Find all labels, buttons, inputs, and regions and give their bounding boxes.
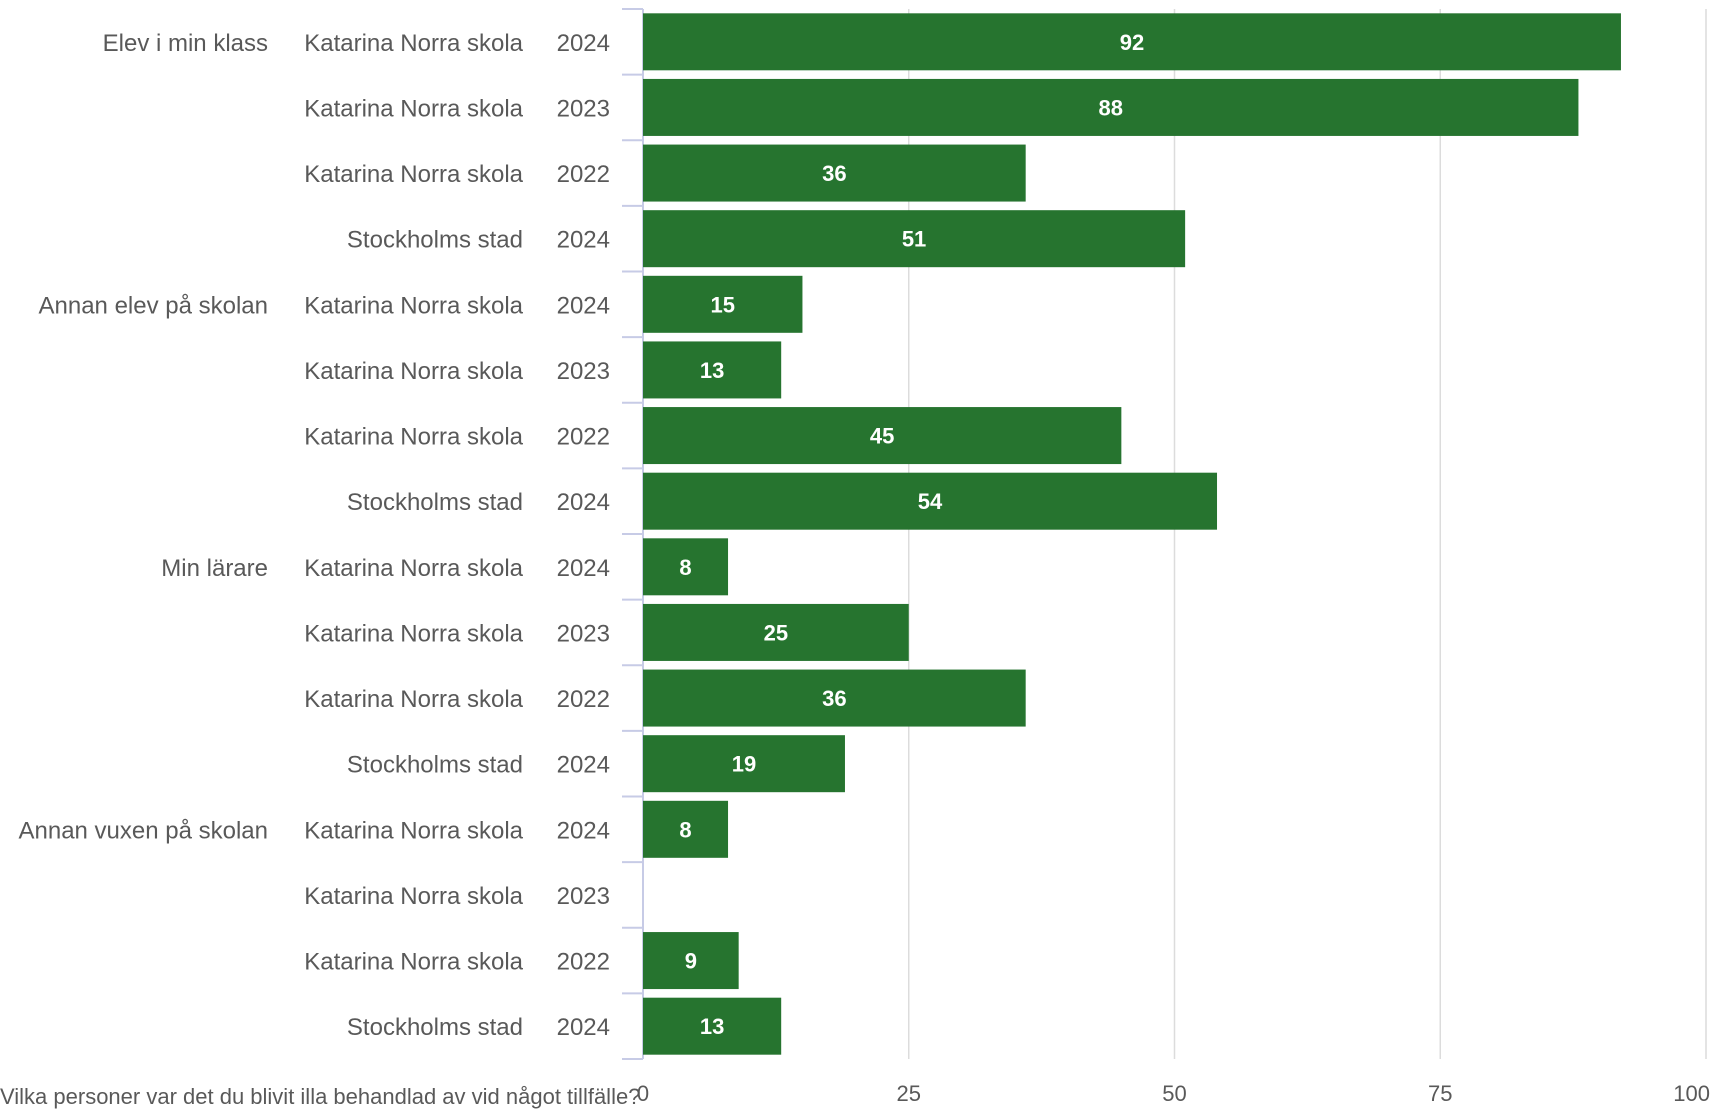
year-label: 2022 bbox=[557, 686, 610, 713]
data-label: 88 bbox=[1098, 95, 1122, 120]
data-label: 8 bbox=[679, 817, 691, 842]
year-label: 2023 bbox=[557, 620, 610, 647]
year-label: 2024 bbox=[557, 555, 610, 582]
bar bbox=[643, 932, 739, 990]
data-label: 15 bbox=[710, 292, 734, 317]
data-label: 92 bbox=[1120, 30, 1144, 55]
bar bbox=[643, 472, 1218, 530]
bar bbox=[643, 997, 782, 1055]
year-label: 2023 bbox=[557, 883, 610, 910]
bar bbox=[643, 13, 1621, 71]
gridlines bbox=[908, 9, 1707, 1059]
x-tick-label: 75 bbox=[1428, 1081, 1452, 1101]
year-label: 2024 bbox=[557, 292, 610, 319]
data-label: 19 bbox=[732, 752, 756, 777]
unit-label: Stockholms stad bbox=[347, 489, 523, 516]
data-label: 13 bbox=[700, 1014, 724, 1039]
data-label: 36 bbox=[822, 686, 846, 711]
year-label: 2022 bbox=[557, 161, 610, 188]
unit-label: Katarina Norra skola bbox=[304, 883, 523, 910]
group-label: Elev i min klass bbox=[103, 30, 268, 57]
data-label: 36 bbox=[822, 161, 846, 186]
data-label: 9 bbox=[685, 949, 697, 974]
unit-label: Katarina Norra skola bbox=[304, 95, 523, 122]
unit-label: Katarina Norra skola bbox=[304, 161, 523, 188]
bar bbox=[643, 538, 729, 596]
bar bbox=[643, 669, 1026, 727]
bar bbox=[643, 603, 909, 661]
bar bbox=[643, 144, 1026, 202]
bar bbox=[643, 735, 845, 793]
data-label: 51 bbox=[902, 227, 926, 252]
bar bbox=[643, 800, 729, 858]
bar bbox=[643, 78, 1579, 136]
year-label: 2024 bbox=[557, 227, 610, 254]
unit-label: Stockholms stad bbox=[347, 227, 523, 254]
data-label: 54 bbox=[918, 489, 943, 514]
unit-label: Katarina Norra skola bbox=[304, 30, 523, 57]
x-tick-label: 50 bbox=[1162, 1081, 1186, 1101]
year-label: 2024 bbox=[557, 30, 610, 57]
x-axis-ticks: 0 25 50 75 100 bbox=[637, 1081, 1710, 1101]
x-tick-label: 25 bbox=[897, 1081, 921, 1101]
year-label: 2022 bbox=[557, 949, 610, 976]
unit-label: Katarina Norra skola bbox=[304, 424, 523, 451]
data-label: 8 bbox=[679, 555, 691, 580]
unit-label: Katarina Norra skola bbox=[304, 292, 523, 319]
bar bbox=[643, 407, 1122, 465]
footnote: Vilka personer var det du blivit illa be… bbox=[0, 1084, 641, 1109]
year-label: 2024 bbox=[557, 752, 610, 779]
year-label: 2022 bbox=[557, 424, 610, 451]
bars: 92 88 36 51 15 13 45 54 8 25 36 19 8 9 13 bbox=[643, 13, 1621, 1055]
year-label: 2024 bbox=[557, 817, 610, 844]
x-tick-label: 0 bbox=[637, 1081, 649, 1101]
data-label: 25 bbox=[764, 620, 788, 645]
unit-label: Stockholms stad bbox=[347, 752, 523, 779]
x-tick-label: 100 bbox=[1673, 1081, 1710, 1101]
unit-label: Katarina Norra skola bbox=[304, 817, 523, 844]
unit-label: Katarina Norra skola bbox=[304, 555, 523, 582]
data-label: 45 bbox=[870, 424, 894, 449]
bar bbox=[643, 210, 1186, 268]
unit-label: Stockholms stad bbox=[347, 1014, 523, 1041]
data-label: 13 bbox=[700, 358, 724, 383]
year-label: 2023 bbox=[557, 95, 610, 122]
group-label: Min lärare bbox=[161, 555, 268, 582]
unit-label: Katarina Norra skola bbox=[304, 358, 523, 385]
category-labels: 2024 Katarina Norra skola Elev i min klass… bbox=[18, 30, 610, 1041]
unit-label: Katarina Norra skola bbox=[304, 620, 523, 647]
year-label: 2023 bbox=[557, 358, 610, 385]
year-label: 2024 bbox=[557, 489, 610, 516]
group-label: Annan vuxen på skolan bbox=[18, 817, 268, 844]
unit-label: Katarina Norra skola bbox=[304, 686, 523, 713]
bar bbox=[643, 275, 803, 333]
unit-label: Katarina Norra skola bbox=[304, 949, 523, 976]
group-label: Annan elev på skolan bbox=[39, 292, 269, 319]
y-axis bbox=[622, 8, 644, 1060]
bar bbox=[643, 341, 782, 399]
year-label: 2024 bbox=[557, 1014, 610, 1041]
